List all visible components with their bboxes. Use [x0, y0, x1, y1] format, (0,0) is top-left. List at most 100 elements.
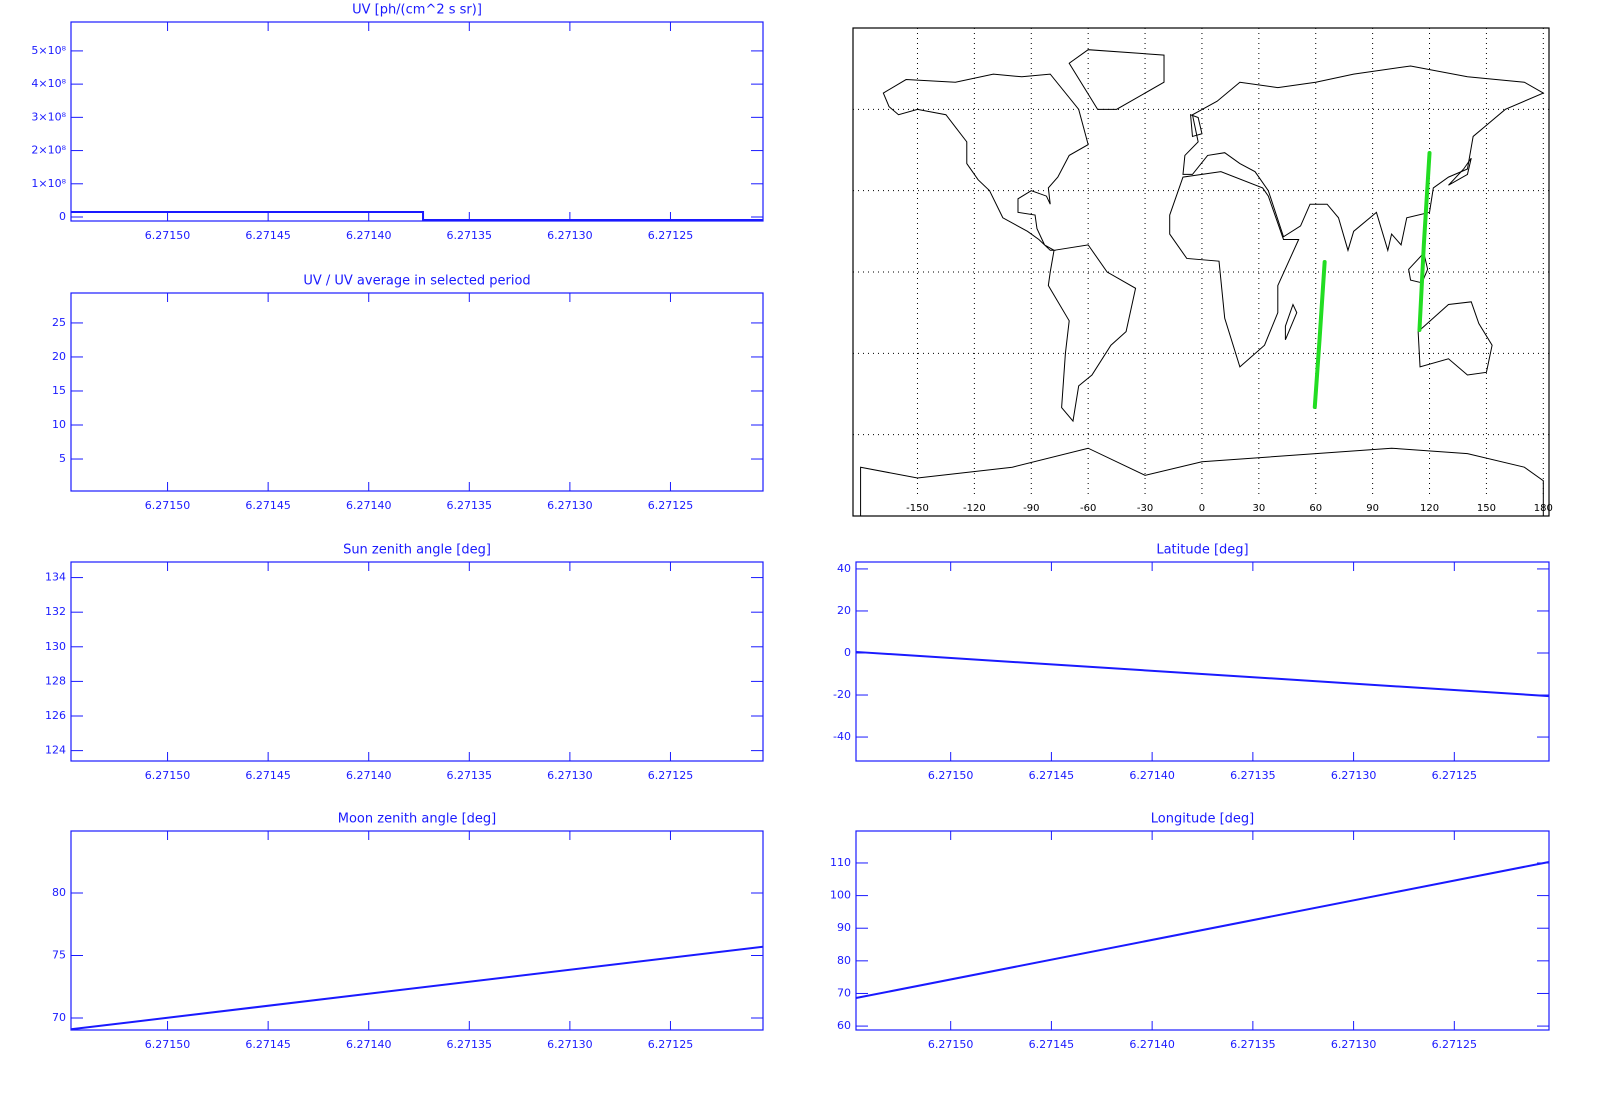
x-tick-label: 6.27145 [245, 229, 291, 242]
data-line [855, 650, 1550, 698]
y-tick-label: -20 [833, 688, 851, 701]
x-tick-label: 6.27145 [245, 499, 291, 512]
x-tick-label: 6.27140 [1129, 1038, 1175, 1051]
x-tick-label: 6.27145 [1029, 1038, 1075, 1051]
x-tick-label: 6.27135 [1230, 1038, 1276, 1051]
coastline-group [861, 50, 1544, 516]
x-tick-label: 6.27135 [1230, 769, 1276, 782]
y-tick-label: 1×10⁸ [31, 177, 66, 190]
x-tick-label: -120 [963, 503, 986, 514]
data-line [855, 861, 1550, 1000]
eurasia [1183, 66, 1543, 250]
data-line [71, 211, 763, 222]
plot-frame [70, 830, 764, 1031]
x-tick-label: 6.27125 [648, 1038, 694, 1051]
y-tick-label: 128 [45, 674, 66, 687]
britain [1191, 115, 1202, 137]
x-tick-label: 6.27130 [547, 499, 593, 512]
plot-frame [70, 561, 764, 762]
x-tick-label: 6.27145 [245, 1038, 291, 1051]
x-tick-label: 6.27125 [648, 229, 694, 242]
y-tick-label: 100 [830, 889, 851, 902]
madagascar [1285, 305, 1296, 340]
y-tick-label: 60 [837, 1019, 851, 1032]
x-tick-label: 6.27140 [346, 769, 392, 782]
y-tick-label: 132 [45, 605, 66, 618]
y-tick-label: 124 [45, 744, 66, 757]
y-tick-label: 0 [59, 210, 66, 223]
greenland [1069, 50, 1164, 110]
y-tick-label: 40 [837, 562, 851, 575]
y-tick-label: 25 [52, 316, 66, 329]
y-tick-label: 20 [837, 604, 851, 617]
x-tick-label: 90 [1366, 503, 1379, 514]
y-tick-label: 80 [837, 954, 851, 967]
x-tick-label: 6.27140 [346, 229, 392, 242]
x-tick-label: 6.27125 [1432, 1038, 1478, 1051]
x-tick-label: 6.27130 [1331, 769, 1377, 782]
y-tick-label: 15 [52, 384, 66, 397]
y-tick-label: 0 [844, 646, 851, 659]
plot-frame [855, 830, 1550, 1031]
y-tick-label: 5×10⁸ [31, 44, 66, 57]
x-tick-label: 6.27135 [447, 229, 493, 242]
x-tick-label: 6.27145 [1029, 769, 1075, 782]
x-tick-label: 6.27150 [145, 1038, 191, 1051]
x-tick-label: 6.27130 [1331, 1038, 1377, 1051]
orbit-track [1312, 259, 1327, 410]
chart-title: Moon zenith angle [deg] [338, 812, 496, 827]
x-tick-label: 6.27145 [245, 769, 291, 782]
x-tick-label: 6.27130 [547, 229, 593, 242]
plot-frame [70, 292, 764, 492]
orbit-track [1417, 150, 1432, 333]
x-tick-label: 6.27125 [648, 499, 694, 512]
japan [1448, 158, 1471, 185]
africa [1170, 172, 1299, 367]
x-tick-label: 180 [1534, 503, 1553, 514]
x-tick-label: 6.27150 [145, 499, 191, 512]
plot-frame [855, 561, 1550, 762]
y-tick-label: 130 [45, 640, 66, 653]
y-tick-label: 10 [52, 418, 66, 431]
chart-title: Sun zenith angle [deg] [343, 543, 491, 558]
x-tick-label: 6.27130 [547, 769, 593, 782]
x-tick-label: 30 [1252, 503, 1265, 514]
x-tick-label: 6.27140 [1129, 769, 1175, 782]
coastlines [861, 50, 1544, 516]
x-tick-label: 6.27125 [648, 769, 694, 782]
x-tick-label: 150 [1477, 503, 1496, 514]
x-tick-label: 6.27135 [447, 499, 493, 512]
north-america [883, 74, 1088, 250]
y-tick-label: 126 [45, 709, 66, 722]
y-tick-label: 75 [52, 949, 66, 962]
y-tick-label: 3×10⁸ [31, 110, 66, 123]
x-tick-label: -150 [906, 503, 929, 514]
plot-frame [70, 21, 764, 222]
x-tick-label: 60 [1309, 503, 1322, 514]
y-tick-label: 5 [59, 452, 66, 465]
y-tick-label: 110 [830, 856, 851, 869]
x-tick-label: 120 [1420, 503, 1439, 514]
y-tick-label: 80 [52, 886, 66, 899]
data-line [70, 945, 764, 1031]
y-tick-label: -40 [833, 730, 851, 743]
y-tick-label: 70 [837, 986, 851, 999]
x-tick-label: 6.27135 [447, 1038, 493, 1051]
chart-title: Longitude [deg] [1151, 812, 1254, 827]
x-tick-label: 6.27140 [346, 1038, 392, 1051]
x-tick-label: 6.27150 [145, 229, 191, 242]
x-tick-label: -60 [1080, 503, 1096, 514]
map-frame [852, 27, 1550, 517]
x-tick-label: 6.27135 [447, 769, 493, 782]
y-tick-label: 90 [837, 921, 851, 934]
x-tick-label: 0 [1199, 503, 1205, 514]
y-tick-label: 2×10⁸ [31, 144, 66, 157]
x-tick-label: 6.27150 [145, 769, 191, 782]
x-tick-label: -90 [1023, 503, 1039, 514]
south-america [1048, 245, 1135, 421]
x-tick-label: 6.27125 [1432, 769, 1478, 782]
chart-title: UV / UV average in selected period [303, 274, 530, 289]
y-tick-label: 70 [52, 1011, 66, 1024]
